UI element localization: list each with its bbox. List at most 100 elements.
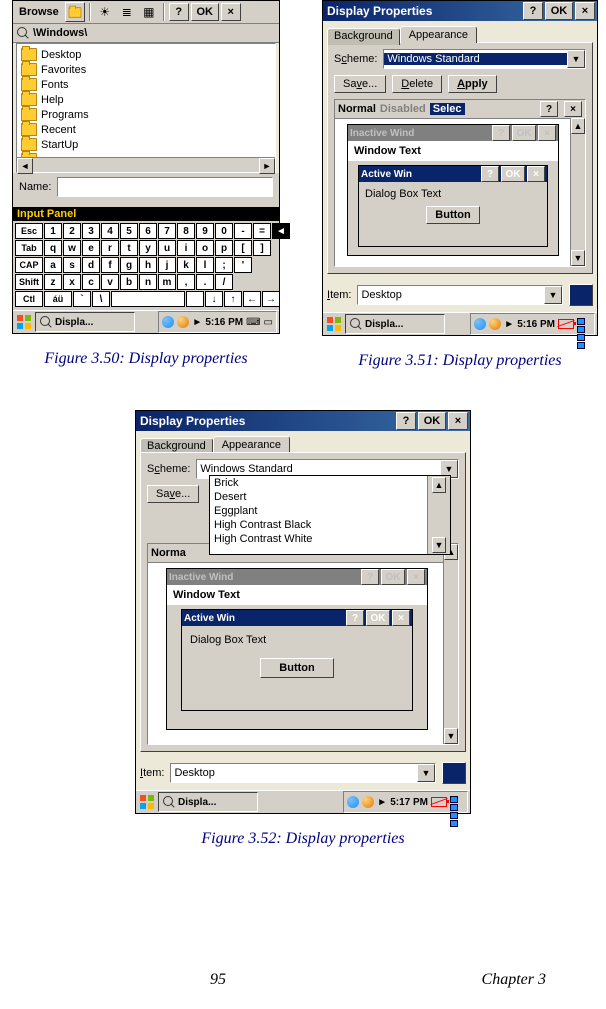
key[interactable]: m [158,274,176,290]
key[interactable]: u [158,240,176,256]
globe-icon[interactable] [162,316,174,328]
apply-button[interactable]: Apply [448,75,497,93]
key[interactable]: ↓ [205,291,223,307]
key[interactable]: 1 [44,223,62,239]
key[interactable]: o [196,240,214,256]
key[interactable]: ← [243,291,261,307]
help-button[interactable]: ? [169,3,189,21]
windows-icon[interactable] [577,318,591,330]
key[interactable]: 4 [101,223,119,239]
folder-item[interactable]: Help [21,93,89,106]
tab-appearance[interactable]: Appearance [400,26,477,43]
key[interactable]: 9 [196,223,214,239]
tray-extra-icon[interactable]: ▭ [264,317,273,328]
key[interactable]: . [196,274,214,290]
windows-icon[interactable] [450,796,464,808]
folder-item[interactable]: StartUp [21,138,89,151]
vertical-scrollbar[interactable]: ▲ ▼ [443,544,458,744]
key[interactable]: \ [92,291,110,307]
key[interactable]: áü [44,291,72,307]
chevron-down-icon[interactable]: ▼ [544,286,562,304]
globe-icon[interactable] [362,796,374,808]
key[interactable]: l [196,257,214,273]
scroll-up-icon[interactable]: ▲ [432,477,446,493]
key[interactable]: ◄ [272,223,290,239]
key[interactable]: , [177,274,195,290]
scheme-combo[interactable]: Windows Standard ▼ [383,49,586,69]
key[interactable]: c [82,274,100,290]
key[interactable]: 0 [215,223,233,239]
folder-item[interactable]: Programs [21,108,89,121]
key[interactable] [111,291,185,307]
key[interactable]: 3 [82,223,100,239]
start-icon[interactable] [325,315,343,333]
scroll-down-icon[interactable]: ▼ [444,728,458,744]
color-button[interactable] [569,284,593,306]
ok-button[interactable]: OK [191,3,219,21]
key[interactable]: z [44,274,62,290]
key[interactable]: g [120,257,138,273]
delete-button[interactable]: Delete [392,75,442,93]
view-icon-2[interactable]: ≣ [117,2,137,22]
key[interactable]: b [120,274,138,290]
key[interactable]: ` [73,291,91,307]
dropdown-scrollbar[interactable]: ▲ ▼ [427,476,450,554]
key[interactable]: [ [234,240,252,256]
key[interactable]: r [101,240,119,256]
key[interactable]: ] [253,240,271,256]
scheme-dropdown-list[interactable]: Brick Desert Eggplant High Contrast Blac… [209,475,451,555]
key[interactable]: Tab [15,240,43,256]
battery-icon[interactable] [431,797,447,807]
close-icon[interactable]: × [575,2,595,20]
scroll-right-icon[interactable]: ► [259,158,275,174]
key[interactable]: = [253,223,271,239]
scroll-up-icon[interactable]: ▲ [571,118,585,134]
key[interactable]: x [63,274,81,290]
key[interactable]: 8 [177,223,195,239]
key[interactable]: 6 [139,223,157,239]
scroll-down-icon[interactable]: ▼ [432,537,446,553]
folder-item[interactable]: Fonts [21,78,89,91]
folder-item[interactable]: Recent [21,123,89,136]
key[interactable]: p [215,240,233,256]
folder-item[interactable]: Favorites [21,63,89,76]
save-button[interactable]: Save... [334,75,386,93]
key[interactable]: ; [215,257,233,273]
help-button[interactable]: ? [523,2,543,20]
start-icon[interactable] [138,793,156,811]
horizontal-scrollbar[interactable]: ◄ ► [17,157,275,172]
up-folder-icon[interactable] [65,2,85,22]
dropdown-option[interactable]: Eggplant [210,504,450,518]
color-button[interactable] [442,762,466,784]
dropdown-option[interactable]: High Contrast White [210,532,450,546]
key[interactable]: Ctl [15,291,43,307]
globe-icon[interactable] [177,316,189,328]
key[interactable]: Shift [15,274,43,290]
ok-button[interactable]: OK [418,412,446,430]
key[interactable]: Esc [15,223,43,239]
key[interactable]: → [262,291,280,307]
sip-icon[interactable]: ⌨ [246,317,260,328]
chevron-down-icon[interactable]: ▼ [417,764,435,782]
key[interactable] [186,291,204,307]
key[interactable]: 5 [120,223,138,239]
vertical-scrollbar[interactable]: ▲ ▼ [570,118,585,266]
key[interactable]: i [177,240,195,256]
close-icon[interactable]: × [221,3,241,21]
battery-icon[interactable] [558,319,574,329]
dropdown-option[interactable]: Brick [210,476,450,490]
globe-icon[interactable] [474,318,486,330]
tab-appearance[interactable]: Appearance [213,436,290,453]
key[interactable]: ' [234,257,252,273]
tab-background[interactable]: Background [327,28,400,45]
key[interactable]: e [82,240,100,256]
key[interactable]: h [139,257,157,273]
taskbar-button[interactable]: Displa... [345,314,445,334]
key[interactable]: q [44,240,62,256]
view-icon-1[interactable]: ☀ [95,2,115,22]
key[interactable]: s [63,257,81,273]
taskbar-button[interactable]: Displa... [158,792,258,812]
name-input[interactable] [57,177,273,197]
key[interactable]: ↑ [224,291,242,307]
key[interactable]: a [44,257,62,273]
